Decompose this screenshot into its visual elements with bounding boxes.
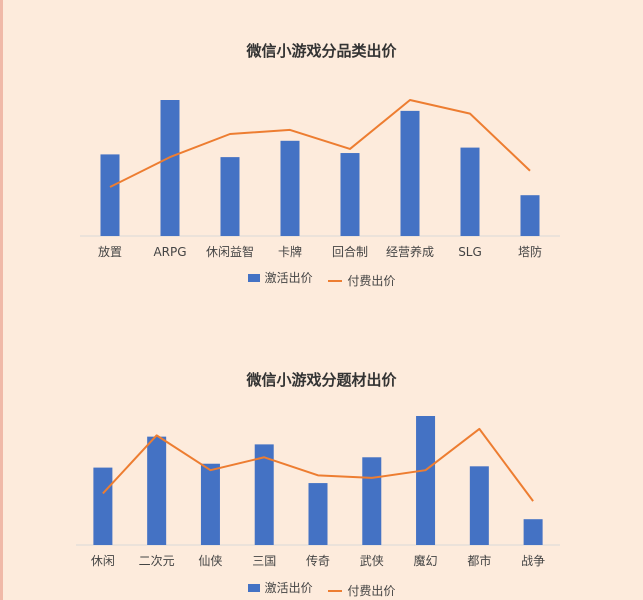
legend-line-swatch xyxy=(328,589,343,592)
bar-2 xyxy=(160,100,180,236)
bar-1 xyxy=(93,467,113,545)
legend-bar-swatch xyxy=(247,583,260,592)
bar-5 xyxy=(340,153,360,236)
x-tick-label: 二次元 xyxy=(139,554,175,568)
bar-2 xyxy=(147,436,167,545)
x-tick-label: 卡牌 xyxy=(278,245,302,259)
bar-7 xyxy=(416,416,436,545)
bar-8 xyxy=(469,466,489,545)
bar-9 xyxy=(523,519,543,545)
bar-4 xyxy=(280,140,300,236)
category-bid-plot: 放置 ARPG 休闲益智 卡牌 回合制 经营养成 SLG 塔防 xyxy=(80,99,560,259)
x-tick-label: 塔防 xyxy=(518,244,542,259)
chart-legend: 激活出价 付费出价 xyxy=(0,579,643,599)
x-tick-label: 休闲益智 xyxy=(206,244,254,259)
legend-bar-swatch xyxy=(247,273,260,282)
legend-label-activation: 激活出价 xyxy=(264,581,313,595)
x-tick-label: 仙侠 xyxy=(198,554,222,568)
legend-label-payment: 付费出价 xyxy=(347,584,396,598)
legend-item-activation: 激活出价 xyxy=(247,269,313,286)
category-bid-chart: 微信小游戏分品类出价 放置 ARPG 休闲益智 卡牌 回合制 经营养成 SLG 塔防 激活出价… xyxy=(0,42,643,289)
theme-bid-plot: 休闲 二次元 仙侠 三国 传奇 武侠 魔幻 都市 战争 xyxy=(76,416,560,568)
x-tick-label: 武侠 xyxy=(360,554,384,568)
bar-8 xyxy=(520,195,540,236)
x-tick-label: SLG xyxy=(458,245,482,259)
x-tick-label: 传奇 xyxy=(306,553,330,568)
x-tick-label: 回合制 xyxy=(332,244,368,259)
payment-line xyxy=(109,99,531,188)
x-tick-label: 三国 xyxy=(252,554,276,568)
bar-3 xyxy=(220,157,240,236)
left-border xyxy=(0,0,3,600)
theme-bid-chart: 微信小游戏分题材出价 休闲 二次元 仙侠 三国 传奇 武侠 魔幻 都市 战争 激活出价 付费出价 xyxy=(0,300,643,600)
legend-item-payment: 付费出价 xyxy=(328,272,395,289)
bar-4 xyxy=(254,444,274,545)
x-tick-label: 经营养成 xyxy=(386,244,434,259)
legend-label-activation: 激活出价 xyxy=(264,271,313,285)
chart-title: 微信小游戏分题材出价 xyxy=(246,371,397,389)
legend-item-activation: 激活出价 xyxy=(247,579,313,596)
bar-5 xyxy=(308,483,328,545)
chart-title: 微信小游戏分品类出价 xyxy=(246,42,397,60)
bar-7 xyxy=(460,147,480,236)
x-tick-label: 休闲 xyxy=(91,554,115,568)
payment-line xyxy=(102,427,534,502)
x-tick-label: ARPG xyxy=(153,245,186,259)
legend-label-payment: 付费出价 xyxy=(347,274,396,288)
x-tick-label: 魔幻 xyxy=(414,553,438,568)
legend-line-swatch xyxy=(328,279,343,282)
legend-item-payment: 付费出价 xyxy=(328,582,395,599)
chart-legend: 激活出价 付费出价 xyxy=(0,269,643,289)
bar-6 xyxy=(400,110,420,236)
bar-3 xyxy=(200,463,220,545)
x-tick-label: 放置 xyxy=(98,244,122,259)
bar-1 xyxy=(100,154,120,236)
bar-6 xyxy=(362,457,382,545)
x-tick-label: 战争 xyxy=(521,554,545,568)
x-tick-label: 都市 xyxy=(467,553,491,568)
